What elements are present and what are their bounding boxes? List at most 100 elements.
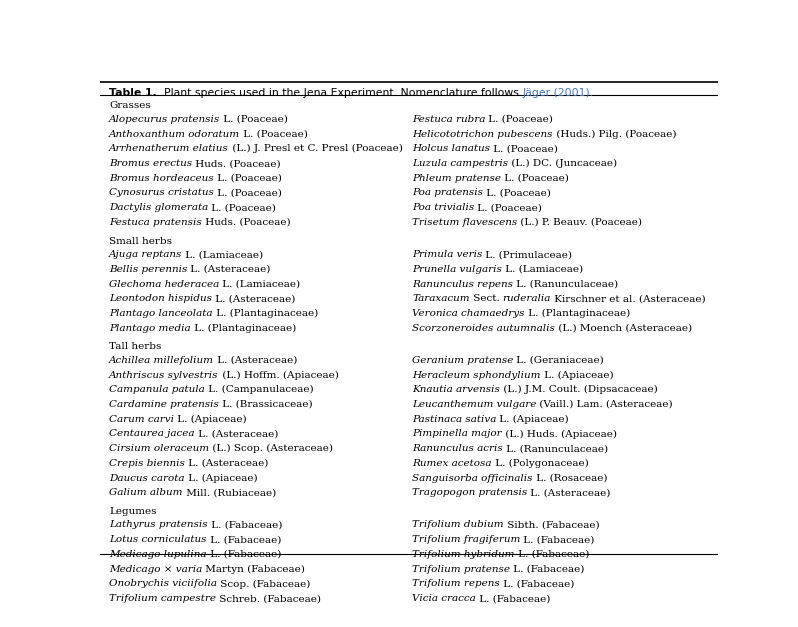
Text: Campanula patula: Campanula patula xyxy=(109,385,205,394)
Text: Onobrychis viciifolia: Onobrychis viciifolia xyxy=(109,579,217,588)
Text: L. (Lamiaceae): L. (Lamiaceae) xyxy=(183,250,263,259)
Text: Schreb. (Fabaceae): Schreb. (Fabaceae) xyxy=(216,594,321,603)
Text: L. (Plantaginaceae): L. (Plantaginaceae) xyxy=(191,324,296,333)
Text: Heracleum sphondylium: Heracleum sphondylium xyxy=(412,371,540,379)
Text: (L.) DC. (Juncaceae): (L.) DC. (Juncaceae) xyxy=(508,159,618,168)
Text: Anthriscus sylvestris: Anthriscus sylvestris xyxy=(109,371,219,379)
Text: L. (Poaceae): L. (Poaceae) xyxy=(490,144,558,154)
Text: Knautia arvensis: Knautia arvensis xyxy=(412,385,500,394)
Text: Jäger (2001).: Jäger (2001). xyxy=(522,88,593,98)
Text: Daucus carota: Daucus carota xyxy=(109,473,184,483)
Text: Tragopogon pratensis: Tragopogon pratensis xyxy=(412,488,527,497)
Text: Sect.: Sect. xyxy=(470,294,503,303)
Text: L. (Primulaceae): L. (Primulaceae) xyxy=(483,250,572,259)
Text: Cynosurus cristatus: Cynosurus cristatus xyxy=(109,189,214,198)
Text: Primula veris: Primula veris xyxy=(412,250,483,259)
Text: L. (Asteraceae): L. (Asteraceae) xyxy=(195,429,278,438)
Text: L. (Asteraceae): L. (Asteraceae) xyxy=(527,488,610,497)
Text: (L.) J.M. Coult. (Dipsacaceae): (L.) J.M. Coult. (Dipsacaceae) xyxy=(500,385,658,394)
Text: L. (Geraniaceae): L. (Geraniaceae) xyxy=(513,356,604,365)
Text: L. (Fabaceae): L. (Fabaceae) xyxy=(510,565,584,574)
Text: L. (Rosaceae): L. (Rosaceae) xyxy=(532,473,607,483)
Text: Huds. (Poaceae): Huds. (Poaceae) xyxy=(192,159,281,168)
Text: (L.) Hoffm. (Apiaceae): (L.) Hoffm. (Apiaceae) xyxy=(219,371,338,380)
Text: Mill. (Rubiaceae): Mill. (Rubiaceae) xyxy=(183,488,276,497)
Text: L. (Poaceae): L. (Poaceae) xyxy=(208,203,276,212)
Text: Sibth. (Fabaceae): Sibth. (Fabaceae) xyxy=(504,520,599,529)
Text: Trifolium hybridum: Trifolium hybridum xyxy=(412,550,515,559)
Text: Carum carvi: Carum carvi xyxy=(109,414,174,424)
Text: Ranunculus acris: Ranunculus acris xyxy=(412,444,503,453)
Text: Holcus lanatus: Holcus lanatus xyxy=(412,144,490,154)
Text: Prunella vulgaris: Prunella vulgaris xyxy=(412,265,502,274)
Text: Dactylis glomerata: Dactylis glomerata xyxy=(109,203,208,212)
Text: Anthoxanthum odoratum: Anthoxanthum odoratum xyxy=(109,130,240,139)
Text: Scorzoneroides autumnalis: Scorzoneroides autumnalis xyxy=(412,324,555,333)
Text: L. (Lamiaceae): L. (Lamiaceae) xyxy=(219,280,300,288)
Text: L. (Poaceae): L. (Poaceae) xyxy=(485,115,553,124)
Text: Small herbs: Small herbs xyxy=(109,236,172,246)
Text: Medicago lupulina: Medicago lupulina xyxy=(109,550,207,559)
Text: Leontodon hispidus: Leontodon hispidus xyxy=(109,294,212,303)
Text: Pimpinella major: Pimpinella major xyxy=(412,429,502,438)
Text: Huds. (Poaceae): Huds. (Poaceae) xyxy=(202,218,290,227)
Text: Sanguisorba officinalis: Sanguisorba officinalis xyxy=(412,473,532,483)
Text: Galium album: Galium album xyxy=(109,488,183,497)
Text: L. (Asteraceae): L. (Asteraceae) xyxy=(214,356,298,365)
Text: Trisetum flavescens: Trisetum flavescens xyxy=(412,218,517,227)
Text: Tall herbs: Tall herbs xyxy=(109,342,161,351)
Text: L. (Apiaceae): L. (Apiaceae) xyxy=(496,414,569,424)
Text: L. (Ranunculaceae): L. (Ranunculaceae) xyxy=(503,444,608,453)
Text: Poa pratensis: Poa pratensis xyxy=(412,189,483,198)
Text: Ranunculus repens: Ranunculus repens xyxy=(412,280,513,288)
Text: Geranium pratense: Geranium pratense xyxy=(412,356,513,365)
Text: Plant species used in the Jena Experiment. Nomenclature follows: Plant species used in the Jena Experimen… xyxy=(156,88,522,98)
Text: Table 1.: Table 1. xyxy=(109,88,156,98)
Text: L. (Lamiaceae): L. (Lamiaceae) xyxy=(502,265,583,274)
Text: Alopecurus pratensis: Alopecurus pratensis xyxy=(109,115,220,124)
Text: Trifolium repens: Trifolium repens xyxy=(412,579,500,588)
Text: L. (Fabaceae): L. (Fabaceae) xyxy=(476,594,550,603)
Text: (Huds.) Pilg. (Poaceae): (Huds.) Pilg. (Poaceae) xyxy=(552,130,676,139)
Text: Taraxacum: Taraxacum xyxy=(412,294,470,303)
Text: Trifolium fragiferum: Trifolium fragiferum xyxy=(412,535,520,544)
Text: Pastinaca sativa: Pastinaca sativa xyxy=(412,414,496,424)
Text: Cardamine pratensis: Cardamine pratensis xyxy=(109,400,219,409)
Text: L. (Fabaceae): L. (Fabaceae) xyxy=(500,579,575,588)
Text: Bromus hordeaceus: Bromus hordeaceus xyxy=(109,174,214,182)
Text: L. (Asteraceae): L. (Asteraceae) xyxy=(212,294,295,303)
Text: Vicia cracca: Vicia cracca xyxy=(412,594,476,603)
Text: Trifolium pratense: Trifolium pratense xyxy=(412,565,510,574)
Text: ruderalia: ruderalia xyxy=(503,294,551,303)
Text: Phleum pratense: Phleum pratense xyxy=(412,174,501,182)
Text: Lathyrus pratensis: Lathyrus pratensis xyxy=(109,520,207,529)
Text: L. (Poaceae): L. (Poaceae) xyxy=(501,174,569,182)
Text: L. (Fabaceae): L. (Fabaceae) xyxy=(520,535,595,544)
Text: L. (Brassicaceae): L. (Brassicaceae) xyxy=(219,400,313,409)
Text: Festuca rubra: Festuca rubra xyxy=(412,115,485,124)
Text: L. (Poaceae): L. (Poaceae) xyxy=(214,174,282,182)
Text: (L.) J. Presl et C. Presl (Poaceae): (L.) J. Presl et C. Presl (Poaceae) xyxy=(229,144,403,154)
Text: Plantago lanceolata: Plantago lanceolata xyxy=(109,309,212,318)
Text: Kirschner et al. (Asteraceae): Kirschner et al. (Asteraceae) xyxy=(551,294,705,303)
Text: L. (Asteraceae): L. (Asteraceae) xyxy=(185,459,268,468)
Text: (L.) Scop. (Asteraceae): (L.) Scop. (Asteraceae) xyxy=(209,444,333,453)
Text: Luzula campestris: Luzula campestris xyxy=(412,159,508,168)
Text: L. (Polygonaceae): L. (Polygonaceae) xyxy=(492,459,588,468)
Text: Glechoma hederacea: Glechoma hederacea xyxy=(109,280,219,288)
Text: Lotus corniculatus: Lotus corniculatus xyxy=(109,535,207,544)
Text: Bellis perennis: Bellis perennis xyxy=(109,265,188,274)
Text: (Vaill.) Lam. (Asteraceae): (Vaill.) Lam. (Asteraceae) xyxy=(536,400,673,409)
Text: Centaurea jacea: Centaurea jacea xyxy=(109,429,195,438)
Text: Trifolium campestre: Trifolium campestre xyxy=(109,594,216,603)
Text: Grasses: Grasses xyxy=(109,102,151,110)
Text: Legumes: Legumes xyxy=(109,507,156,516)
Text: L. (Poaceae): L. (Poaceae) xyxy=(483,189,551,198)
Text: Bromus erectus: Bromus erectus xyxy=(109,159,192,168)
Text: Achillea millefolium: Achillea millefolium xyxy=(109,356,214,365)
Text: Arrhenatherum elatius: Arrhenatherum elatius xyxy=(109,144,229,154)
Text: Poa trivialis: Poa trivialis xyxy=(412,203,474,212)
Text: L. (Apiaceae): L. (Apiaceae) xyxy=(184,473,257,483)
Text: Cirsium oleraceum: Cirsium oleraceum xyxy=(109,444,209,453)
Text: L. (Asteraceae): L. (Asteraceae) xyxy=(188,265,271,274)
